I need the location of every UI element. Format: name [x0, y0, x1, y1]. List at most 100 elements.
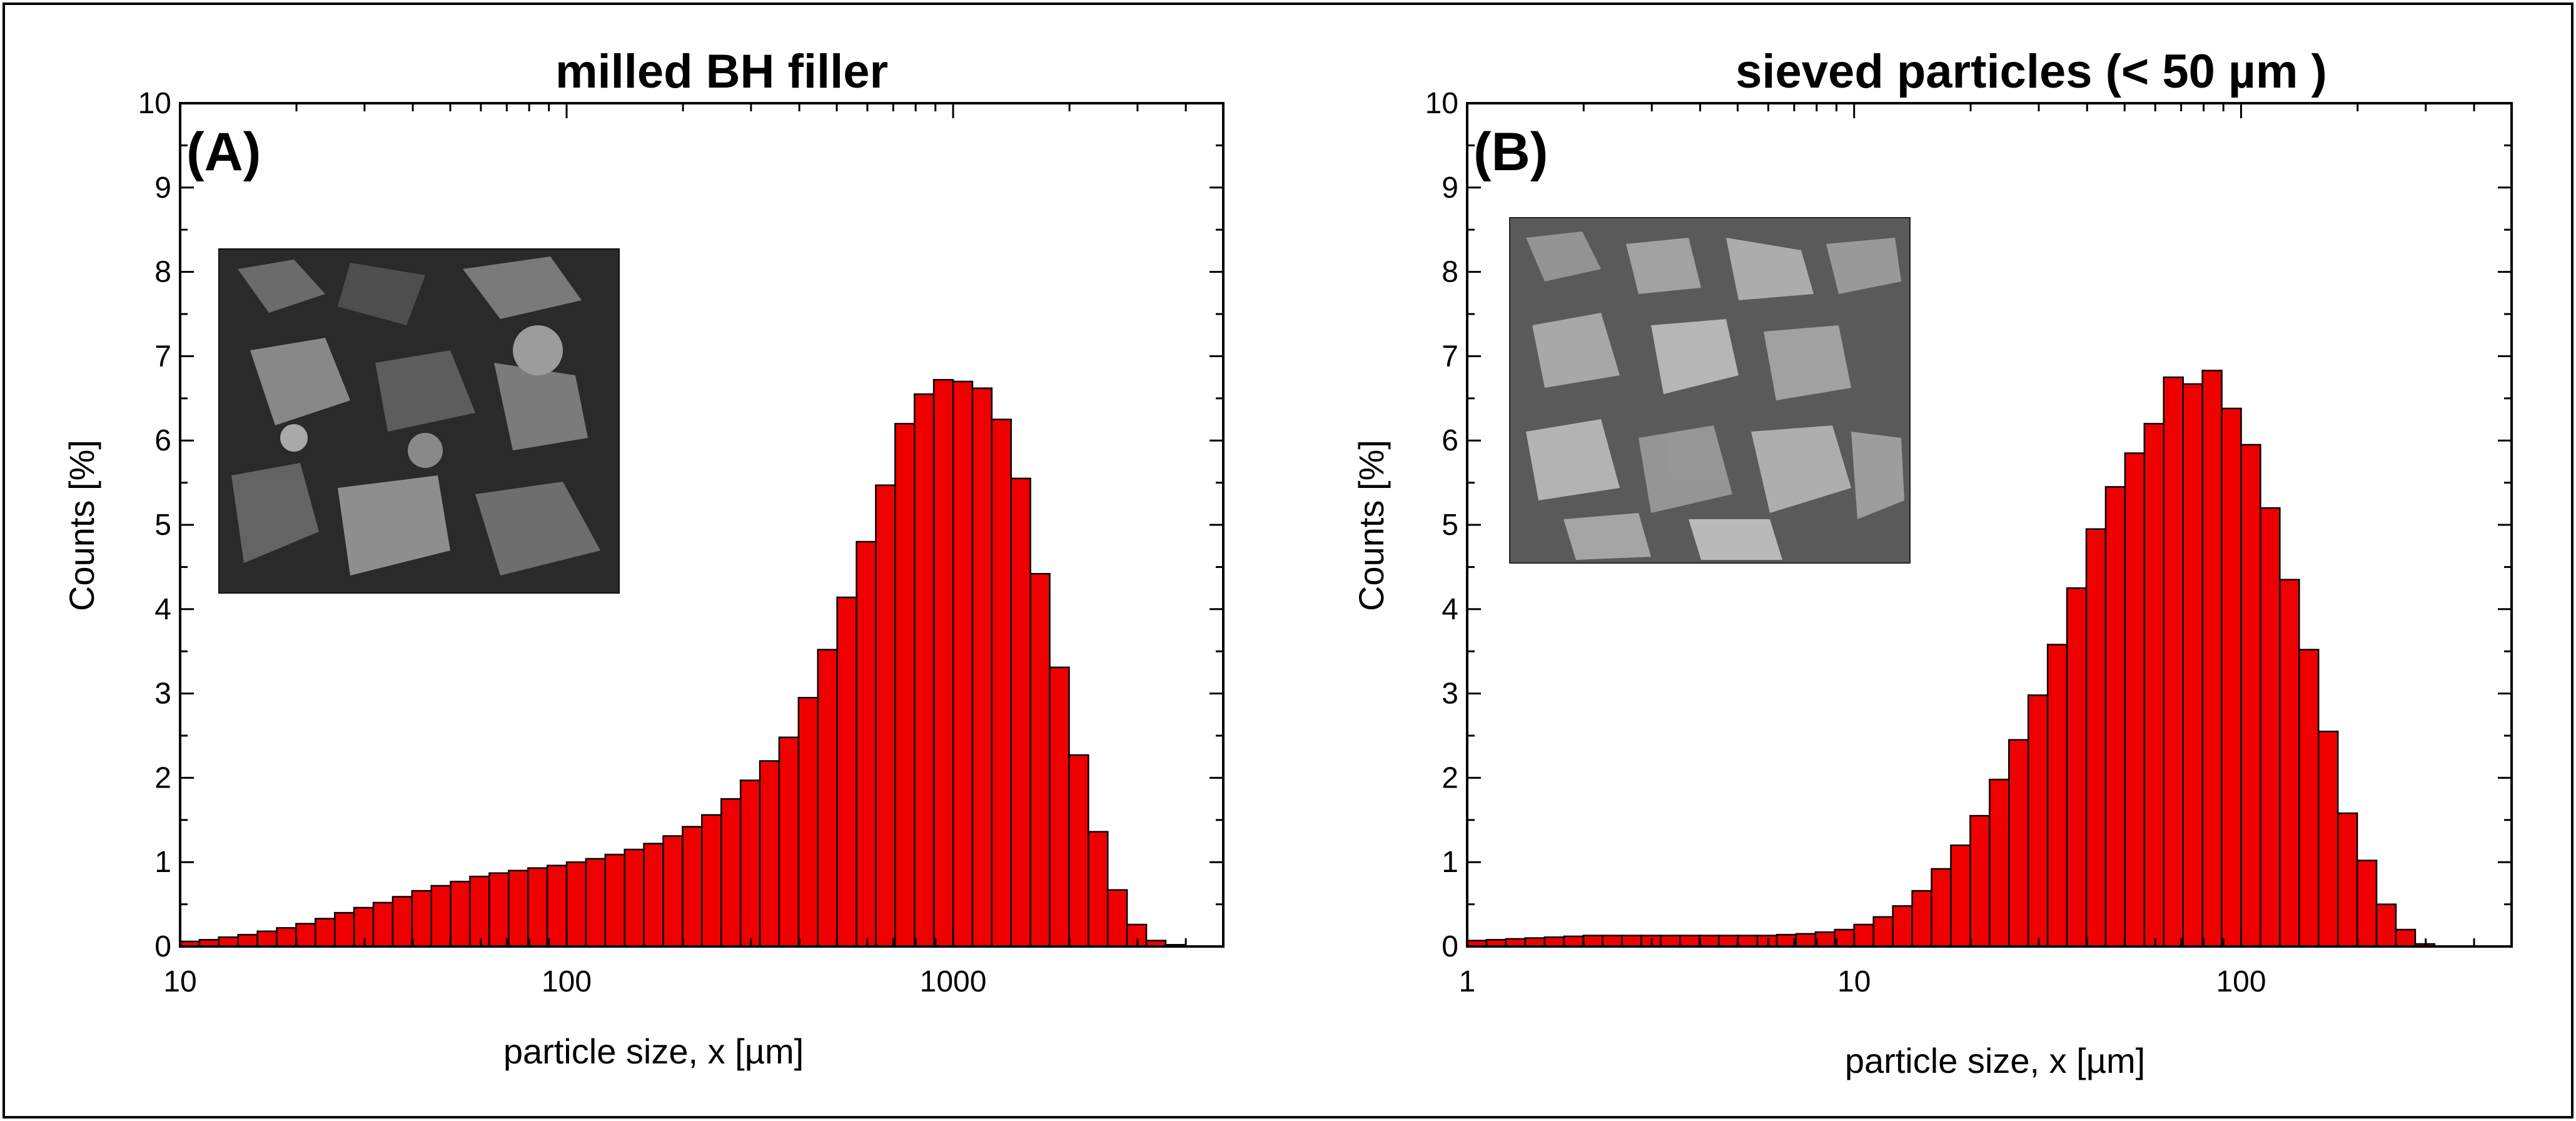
bar-a-4 [256, 930, 278, 948]
chart-title-b: sieved particles (< 50 µm ) [1735, 45, 2327, 98]
bar-b-20 [1853, 923, 1874, 948]
y-tick-label-b-2: 2 [1442, 761, 1458, 794]
bar-b-10 [1660, 935, 1681, 948]
bar-a-3 [237, 933, 258, 948]
bar-b-31 [2066, 587, 2088, 948]
bar-a-16 [488, 872, 510, 948]
y-tick-label-b-6: 6 [1442, 424, 1458, 457]
bar-a-40 [952, 380, 974, 948]
bar-b-4 [1543, 936, 1565, 948]
y-tick-label-a-8: 8 [154, 256, 171, 289]
y-tick-label-a-3: 3 [154, 677, 171, 711]
bar-b-26 [1969, 814, 1991, 948]
x-tick-label-b-1: 10 [1837, 965, 1871, 998]
panel-a: milled BH filler 0 1 2 3 4 5 6 7 8 9 10 10 100 1000 (… [62, 45, 1225, 1071]
bar-a-17 [508, 870, 529, 948]
bar-a-37 [894, 422, 916, 948]
bar-a-43 [1010, 477, 1031, 948]
panel-b: sieved particles (< 50 µm ) 012345678910… [1351, 45, 2513, 1080]
bar-a-10 [372, 901, 394, 948]
bar-b-45 [2336, 812, 2358, 948]
bar-b-46 [2356, 860, 2378, 948]
bar-a-5 [276, 927, 297, 948]
bar-b-15 [1756, 935, 1778, 948]
y-tick-label-a-4: 4 [154, 593, 171, 626]
bars-b [1466, 370, 2436, 948]
sem-micrograph-milled-texture [231, 256, 600, 576]
bar-b-28 [2008, 739, 2029, 948]
bar-a-20 [565, 861, 587, 948]
bar-a-45 [1049, 666, 1070, 948]
bar-b-29 [2027, 694, 2049, 948]
bar-b-3 [1524, 937, 1546, 948]
panel-label-a: (A) [186, 122, 261, 182]
bar-a-21 [585, 858, 607, 948]
x-axis-label-b: particle size, x [µm] [1845, 1041, 2145, 1080]
bar-a-28 [720, 798, 742, 948]
bar-b-23 [1911, 890, 1932, 948]
bar-a-41 [971, 387, 993, 948]
bar-b-33 [2104, 486, 2126, 948]
bar-b-38 [2201, 370, 2223, 948]
bar-b-40 [2240, 444, 2261, 948]
bar-b-39 [2221, 407, 2242, 948]
y-tick-label-a-0: 0 [154, 930, 171, 963]
x-tick-label-a-2: 1000 [920, 965, 987, 998]
bar-a-33 [817, 649, 838, 948]
bar-b-24 [1931, 868, 1952, 948]
y-tick-label-a-6: 6 [154, 424, 171, 457]
bar-b-8 [1621, 935, 1642, 948]
bar-b-7 [1602, 935, 1623, 948]
bar-b-36 [2163, 376, 2184, 948]
bar-a-7 [315, 918, 336, 948]
y-tick-label-a-5: 5 [154, 509, 171, 542]
y-tick-label-a-10: 10 [138, 87, 171, 120]
y-tick-label-b-7: 7 [1442, 340, 1458, 373]
bar-a-32 [797, 697, 819, 948]
y-axis-label-b: Counts [%] [1351, 440, 1391, 611]
bar-a-25 [662, 835, 684, 948]
bar-b-22 [1892, 905, 1913, 948]
bar-b-19 [1834, 928, 1856, 948]
y-tick-label-b-9: 9 [1442, 171, 1458, 205]
bar-a-19 [546, 865, 568, 948]
bar-a-29 [739, 779, 761, 948]
bar-a-13 [430, 885, 452, 948]
bar-a-38 [913, 393, 935, 948]
bar-b-47 [2375, 903, 2397, 948]
axis-ticks-a: 0 1 2 3 4 5 6 7 8 9 10 10 100 1000 [138, 87, 1223, 998]
y-tick-label-b-1: 1 [1442, 846, 1458, 879]
y-tick-label-b-0: 0 [1442, 930, 1458, 963]
x-axis-label-a: particle size, x [µm] [503, 1032, 804, 1071]
bar-a-15 [469, 875, 490, 948]
bar-a-47 [1088, 831, 1109, 948]
plot-frame-b [1466, 102, 2513, 948]
bar-b-37 [2182, 383, 2203, 948]
bar-b-12 [1699, 935, 1720, 948]
y-tick-label-a-7: 7 [154, 340, 171, 373]
bar-b-16 [1775, 933, 1797, 948]
bar-b-44 [2318, 731, 2339, 948]
bar-a-23 [624, 848, 645, 948]
bar-a-2 [218, 936, 239, 948]
y-tick-label-b-4: 4 [1442, 593, 1458, 626]
y-tick-label-b-10: 10 [1425, 87, 1458, 120]
bar-b-32 [2085, 528, 2107, 948]
bar-b-11 [1679, 935, 1700, 948]
bar-a-6 [295, 923, 316, 948]
bar-a-8 [333, 911, 355, 948]
bar-b-6 [1582, 935, 1604, 948]
x-tick-label-a-0: 10 [163, 965, 196, 998]
bar-a-30 [759, 760, 780, 948]
bar-a-18 [527, 867, 548, 948]
panel-label-b: (B) [1473, 122, 1548, 182]
bar-a-14 [450, 880, 471, 948]
y-tick-label-a-2: 2 [154, 761, 171, 794]
y-tick-label-b-8: 8 [1442, 256, 1458, 289]
bar-a-36 [875, 484, 896, 948]
bar-a-34 [836, 596, 857, 948]
bar-a-11 [391, 896, 413, 948]
bar-a-46 [1068, 754, 1089, 948]
bar-a-42 [991, 418, 1012, 948]
bar-a-26 [682, 826, 703, 948]
